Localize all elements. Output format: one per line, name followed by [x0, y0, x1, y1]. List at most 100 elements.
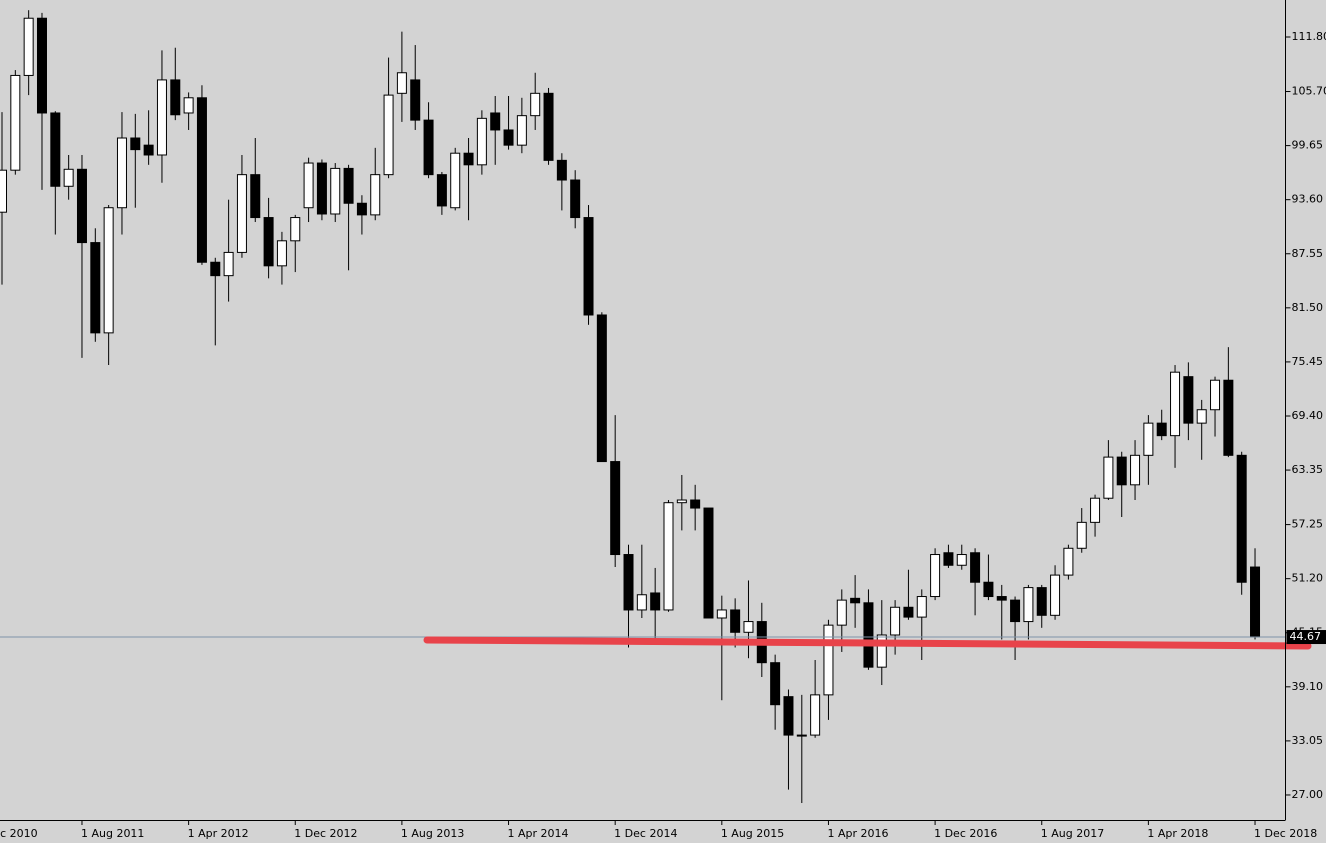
candle-body	[36, 17, 47, 114]
candle-body	[170, 79, 181, 116]
candle-body	[1063, 547, 1074, 576]
candle-body	[970, 552, 981, 583]
candle-body	[263, 217, 274, 267]
candle-body	[996, 596, 1007, 601]
candle-body	[1023, 587, 1034, 623]
candle-body	[76, 168, 87, 244]
x-tick-label: 1 Dec 2010	[0, 827, 38, 840]
candle-body	[130, 137, 141, 151]
candle-body	[1010, 599, 1021, 623]
x-tick-label: 1 Aug 2017	[1041, 827, 1104, 840]
candle-body	[1183, 376, 1194, 424]
y-tick-label: 33.05	[1292, 734, 1324, 747]
candle-body	[223, 251, 234, 277]
y-tick-label: 69.40	[1292, 409, 1324, 422]
candle-body	[183, 97, 194, 114]
y-tick-label: 99.65	[1292, 139, 1324, 152]
candle-body	[623, 554, 634, 611]
candle-body	[1156, 422, 1167, 437]
x-tick-label: 1 Dec 2016	[934, 827, 997, 840]
plot	[0, 10, 1286, 804]
candle-body	[770, 662, 781, 706]
candle-body	[1170, 371, 1181, 437]
candle-body	[916, 596, 927, 618]
candle-body	[596, 314, 607, 463]
candle-body	[516, 115, 527, 146]
candle-body	[50, 112, 61, 187]
candle-body	[423, 119, 434, 176]
candle-body	[0, 169, 7, 213]
candle-body	[1116, 456, 1127, 486]
candle-body	[810, 694, 821, 736]
candle-body	[1210, 379, 1221, 411]
x-tick-label: 1 Apr 2018	[1147, 827, 1208, 840]
candle-body	[396, 72, 407, 94]
candle-body	[530, 92, 541, 117]
candle-body	[90, 242, 101, 334]
candle-body	[23, 17, 34, 76]
candle-body	[210, 261, 221, 277]
x-tick-label: 1 Apr 2016	[827, 827, 888, 840]
x-tick-label: 1 Apr 2014	[508, 827, 569, 840]
y-tick-label: 87.55	[1292, 247, 1324, 260]
candle-body	[356, 202, 367, 216]
x-tick-label: 1 Aug 2013	[401, 827, 464, 840]
y-tick-label: 93.60	[1292, 193, 1324, 206]
candle-body	[850, 597, 861, 604]
candle-body	[476, 117, 487, 166]
y-tick-label: 63.35	[1292, 463, 1324, 476]
candle-body	[290, 217, 301, 242]
candle-body	[556, 159, 567, 181]
candle-body	[1090, 497, 1101, 523]
candle-body	[583, 217, 594, 316]
y-tick-label: 75.45	[1292, 355, 1324, 368]
candle-body	[410, 79, 421, 121]
candle-body	[983, 581, 994, 598]
candle-body	[543, 92, 554, 161]
candle-body	[143, 144, 154, 156]
y-tick-label: 57.25	[1292, 518, 1324, 531]
candle-body	[1196, 409, 1207, 424]
candle-body	[370, 174, 381, 216]
candle-body	[956, 554, 967, 566]
x-tick-label: 1 Aug 2011	[81, 827, 144, 840]
axis-labels: 111.80 105.70 99.65 93.60 87.55 81.50 75.45 69.…	[0, 30, 1326, 840]
candle-body	[1076, 521, 1087, 549]
y-tick-label: 51.20	[1292, 572, 1324, 585]
y-tick-label: 105.70	[1292, 85, 1326, 98]
candle-body	[236, 174, 247, 253]
candle-body	[690, 499, 701, 509]
price-label-box	[1286, 630, 1326, 645]
x-tick-label: 1 Dec 2012	[294, 827, 357, 840]
candle-body	[890, 606, 901, 636]
candle-body	[343, 167, 354, 204]
candle-body	[10, 74, 21, 171]
candle-body	[1103, 456, 1114, 499]
candle-body	[636, 594, 647, 611]
price-label: 44.67	[1290, 630, 1322, 643]
candle-body	[1143, 422, 1154, 456]
candle-body	[570, 179, 581, 219]
candle-body	[743, 621, 754, 633]
candle-body	[676, 499, 687, 504]
support-line	[423, 636, 1312, 650]
candle-body	[783, 696, 794, 736]
candle-body	[663, 502, 674, 611]
candle-body	[1250, 566, 1261, 638]
y-tick-label: 27.00	[1292, 788, 1324, 801]
candle-body	[503, 129, 514, 146]
x-tick-label: 1 Apr 2012	[188, 827, 249, 840]
candle-body	[1050, 574, 1061, 616]
candle-body	[823, 624, 834, 696]
candle-body	[1130, 454, 1141, 486]
candle-body	[610, 461, 621, 556]
candle-body	[250, 174, 261, 219]
candle-body	[650, 592, 661, 611]
candle-body	[1223, 379, 1234, 456]
candle-body	[316, 162, 327, 215]
candle-body	[930, 554, 941, 598]
candle-body	[463, 152, 474, 166]
candle-body	[63, 168, 74, 187]
